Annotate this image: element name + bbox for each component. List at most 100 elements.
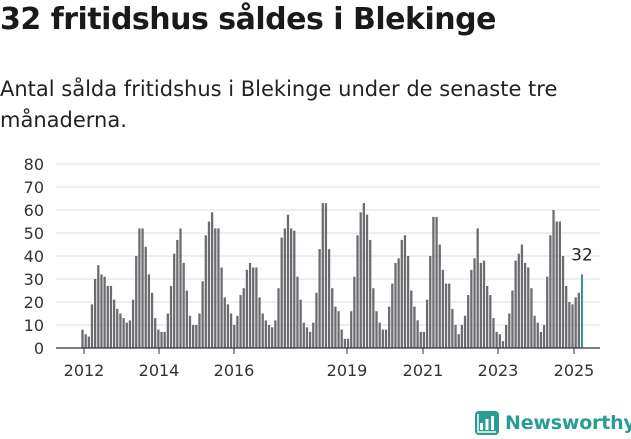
bar	[198, 313, 201, 348]
bar	[350, 311, 353, 348]
bar	[403, 235, 407, 348]
bar	[290, 228, 293, 348]
bar	[315, 292, 318, 348]
bar	[473, 258, 476, 348]
bar	[460, 325, 464, 348]
bar	[448, 283, 451, 348]
bar	[233, 325, 236, 348]
bar	[274, 320, 277, 348]
bar	[372, 288, 375, 348]
bar	[536, 322, 539, 348]
bar	[84, 334, 87, 348]
bar	[131, 299, 135, 348]
bar	[444, 283, 448, 348]
bar	[169, 285, 173, 348]
bar	[365, 214, 369, 348]
bar	[381, 329, 384, 348]
highlight-value-label: 32	[571, 245, 593, 265]
bar	[210, 212, 214, 348]
bar	[207, 221, 211, 348]
bar	[214, 228, 217, 348]
bar	[245, 269, 249, 348]
bar	[116, 308, 119, 348]
bar	[470, 269, 473, 348]
bar	[163, 331, 166, 348]
bar	[362, 203, 366, 348]
bar	[179, 228, 182, 348]
bar-highlight	[581, 274, 583, 348]
bar	[568, 302, 571, 348]
bar	[144, 246, 147, 348]
bar	[160, 331, 163, 348]
y-tick-label: 10	[24, 316, 44, 335]
bar	[549, 235, 552, 348]
bar	[324, 203, 328, 348]
bar	[343, 338, 347, 348]
bar	[201, 281, 204, 348]
bar	[242, 288, 245, 348]
bar	[128, 320, 132, 348]
bar	[138, 228, 141, 348]
y-tick-label: 50	[24, 224, 44, 243]
bar	[441, 269, 445, 348]
bar	[340, 329, 343, 348]
bar	[97, 265, 100, 348]
bar	[400, 239, 403, 348]
bar	[204, 235, 207, 348]
bar	[94, 279, 97, 348]
bar	[176, 239, 179, 348]
bar	[463, 315, 467, 348]
bar	[530, 288, 533, 348]
bar	[192, 325, 195, 348]
y-tick-label: 0	[34, 339, 44, 358]
bar	[539, 331, 543, 348]
bar	[438, 244, 441, 348]
bar	[220, 267, 223, 348]
x-tick-label: 2025	[554, 361, 595, 380]
y-tick-label: 60	[24, 201, 44, 220]
bar	[397, 258, 400, 348]
bar	[147, 274, 151, 348]
bar	[527, 267, 530, 348]
bar	[135, 256, 138, 348]
bar	[119, 313, 122, 348]
bar	[565, 285, 568, 348]
bar	[223, 297, 226, 348]
bar	[413, 306, 416, 348]
bar	[454, 325, 457, 348]
bar	[346, 338, 350, 348]
bar	[173, 253, 176, 348]
y-tick-label: 40	[24, 247, 44, 266]
bar	[334, 306, 337, 348]
y-tick-label: 20	[24, 293, 44, 312]
brand-logo: Newsworthy	[475, 408, 631, 438]
bar	[508, 313, 511, 348]
bar	[258, 297, 261, 348]
bar	[501, 341, 505, 348]
bar	[90, 304, 94, 348]
bar	[546, 276, 549, 348]
chart-title: 32 fritidshus såldes i Blekinge	[0, 2, 496, 37]
x-tick-label: 2016	[214, 361, 255, 380]
bar	[571, 304, 574, 348]
x-tick-label: 2021	[403, 361, 444, 380]
bar	[504, 325, 508, 348]
bar	[511, 290, 514, 348]
y-tick-label: 30	[24, 270, 44, 289]
bar	[252, 267, 255, 348]
bar-chart: 0 10 20 30 40 50 60 70 80 2012 2014 2016 2019 2021 202…	[24, 155, 600, 380]
bar	[100, 274, 103, 348]
bar	[479, 262, 482, 348]
bar	[353, 276, 356, 348]
bar	[467, 295, 470, 348]
bar	[283, 228, 286, 348]
bar	[296, 276, 299, 348]
bar	[217, 228, 220, 348]
bar	[561, 256, 565, 348]
x-tick-label: 2023	[478, 361, 519, 380]
chart-subtitle: Antal sålda fritidshus i Blekinge under …	[0, 77, 558, 132]
bar	[299, 299, 302, 348]
bar	[261, 313, 264, 348]
bar	[384, 329, 388, 348]
bar	[523, 262, 527, 348]
